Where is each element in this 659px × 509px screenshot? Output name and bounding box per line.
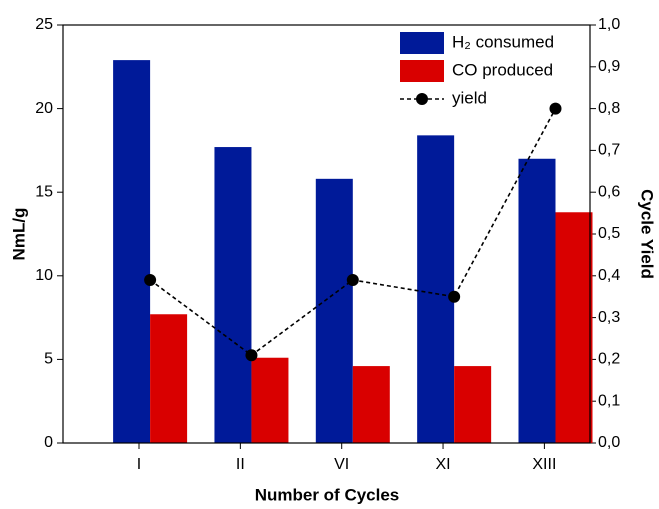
y-tick-label: 15 [35,183,53,200]
legend-swatch [400,32,444,54]
y2-tick-label: 1,0 [598,16,620,33]
bar [417,135,455,444]
y2-tick-label: 0,5 [598,225,620,242]
y2-tick-label: 0,6 [598,183,620,200]
y2-tick-label: 0,9 [598,58,620,75]
legend-marker [416,93,428,105]
bar [454,366,492,443]
x-axis-title: Number of Cycles [255,485,400,504]
x-tick-label: XIII [532,456,556,473]
bar [555,212,593,443]
y2-tick-label: 0,3 [598,309,620,326]
y2-tick-label: 0,8 [598,100,620,117]
bar [113,60,151,443]
bar [214,147,252,443]
x-tick-label: XI [435,456,450,473]
y2-tick-label: 0,7 [598,142,620,159]
point [346,273,359,286]
x-tick-label: II [236,456,245,473]
plot-frame [62,24,591,444]
point [144,273,157,286]
bar [352,366,390,443]
legend-swatch [400,60,444,82]
y-tick-label: 25 [35,16,53,33]
y-axis-title: NmL/g [9,208,28,261]
y2-tick-label: 0,0 [598,434,620,451]
bar [251,357,289,443]
point [245,349,258,362]
legend-label: H₂ consumed [452,32,554,51]
y2-axis-title: Cycle Yield [638,189,657,279]
x-tick-label: I [137,456,141,473]
bar [150,314,188,443]
bar [315,178,353,443]
y-tick-label: 5 [44,351,53,368]
y2-tick-label: 0,1 [598,392,620,409]
y2-tick-label: 0,2 [598,351,620,368]
y-tick-label: 20 [35,100,53,117]
legend-label: CO produced [452,60,553,79]
point [549,102,562,115]
legend-label: yield [452,88,487,107]
y-tick-label: 0 [44,434,53,451]
y2-tick-label: 0,4 [598,267,620,284]
y-tick-label: 10 [35,267,53,284]
point [448,290,461,303]
bar [518,158,556,443]
x-tick-label: VI [334,456,349,473]
